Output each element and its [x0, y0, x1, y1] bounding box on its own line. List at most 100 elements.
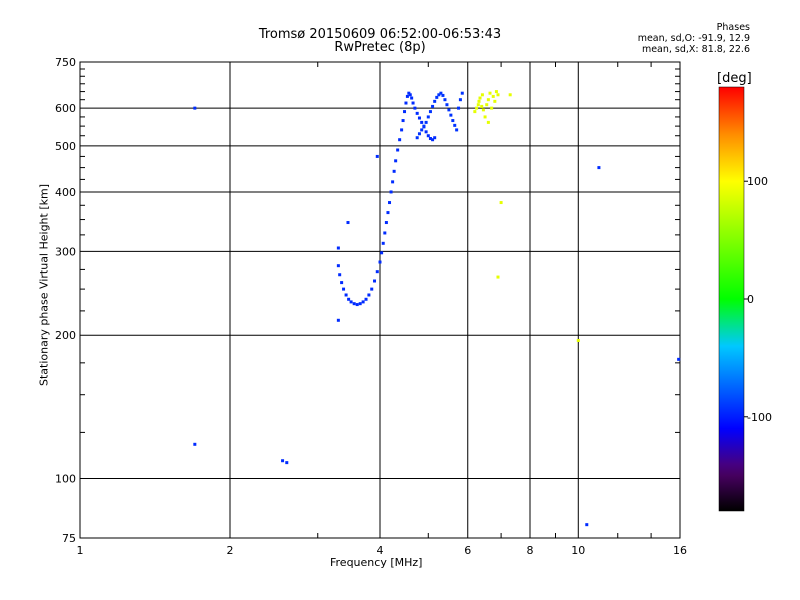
data-point — [400, 128, 404, 132]
data-point — [508, 93, 512, 97]
data-point — [426, 115, 430, 119]
data-point — [394, 159, 398, 163]
data-point — [415, 136, 419, 140]
data-point — [403, 110, 407, 114]
data-point — [480, 93, 484, 97]
data-point — [361, 300, 365, 304]
data-point — [480, 104, 484, 108]
data-point — [344, 293, 348, 297]
colorbar-tick-label: 100 — [747, 175, 768, 188]
data-point — [373, 279, 377, 283]
data-point — [405, 94, 409, 98]
data-point — [375, 154, 379, 158]
data-point — [380, 251, 384, 255]
data-point — [408, 93, 412, 97]
y-tick-label: 400 — [55, 186, 76, 199]
data-point — [370, 287, 374, 291]
data-point — [338, 273, 342, 277]
data-point — [410, 96, 414, 100]
data-point — [352, 302, 356, 306]
data-point — [340, 281, 344, 285]
data-point — [420, 128, 424, 132]
data-point — [388, 201, 392, 205]
data-point — [417, 116, 421, 120]
data-point — [458, 98, 462, 102]
data-point — [494, 90, 498, 94]
x-tick-label: 16 — [673, 544, 687, 557]
data-point — [443, 98, 447, 102]
data-point — [677, 357, 681, 361]
data-point — [386, 211, 390, 215]
data-point — [404, 101, 408, 105]
data-point — [490, 106, 494, 110]
data-point — [378, 260, 382, 264]
x-tick-label: 8 — [527, 544, 534, 557]
colorbar-gradient — [718, 86, 745, 512]
data-point — [336, 264, 340, 268]
y-axis-label: Stationary phase Virtual Height [km] — [37, 183, 51, 387]
colorbar-unit-label: [deg] — [717, 71, 752, 86]
data-point — [398, 138, 402, 142]
data-point — [401, 119, 405, 123]
data-point — [455, 128, 459, 132]
data-point — [428, 137, 432, 141]
data-point — [411, 101, 415, 105]
data-point — [476, 103, 480, 107]
data-point — [433, 136, 437, 140]
data-point — [383, 231, 387, 235]
data-point — [585, 523, 589, 527]
x-tick-label: 6 — [464, 544, 471, 557]
colorbar-tick-label: -100 — [747, 411, 772, 424]
data-point — [441, 93, 445, 97]
plot-frame — [79, 61, 681, 539]
data-point — [389, 190, 393, 194]
data-point — [285, 461, 289, 465]
data-point — [451, 119, 455, 123]
data-point — [597, 166, 601, 170]
data-point — [473, 110, 477, 114]
chart-subtitle: RwPretec (8p) — [334, 40, 426, 55]
data-point — [486, 120, 490, 124]
y-tick-label: 600 — [55, 102, 76, 115]
data-point — [485, 103, 489, 107]
y-tick-label: 500 — [55, 140, 76, 153]
data-point — [347, 297, 351, 301]
data-point — [381, 241, 385, 245]
data-point — [349, 300, 353, 304]
data-point — [491, 94, 495, 98]
y-tick-label: 100 — [55, 473, 76, 486]
data-point — [437, 93, 441, 97]
data-point — [576, 338, 580, 342]
data-point — [433, 99, 437, 103]
data-point — [336, 246, 340, 250]
y-tick-label: 75 — [62, 532, 76, 545]
phase-stats-o: mean, sd,O: -91.9, 12.9 — [637, 33, 750, 44]
data-point — [486, 98, 490, 102]
data-point — [477, 99, 481, 103]
x-tick-label: 10 — [571, 544, 585, 557]
data-point — [193, 442, 197, 446]
data-point — [496, 275, 500, 279]
data-point — [435, 95, 439, 99]
data-point — [439, 91, 443, 95]
data-point — [499, 201, 503, 205]
data-point — [392, 169, 396, 173]
data-point — [481, 108, 485, 112]
data-point — [478, 96, 482, 100]
data-point — [415, 111, 419, 115]
data-point — [391, 180, 395, 184]
data-point — [457, 106, 461, 110]
data-point — [445, 103, 449, 107]
data-point — [449, 113, 453, 117]
data-point — [364, 297, 368, 301]
data-point — [281, 459, 285, 463]
data-point — [424, 120, 428, 124]
phase-heading: Phases — [716, 22, 750, 33]
data-point — [431, 104, 435, 108]
data-point — [496, 93, 500, 97]
data-point — [453, 123, 457, 127]
y-tick-label: 200 — [55, 329, 76, 342]
data-point — [413, 106, 417, 110]
data-point — [422, 124, 426, 128]
